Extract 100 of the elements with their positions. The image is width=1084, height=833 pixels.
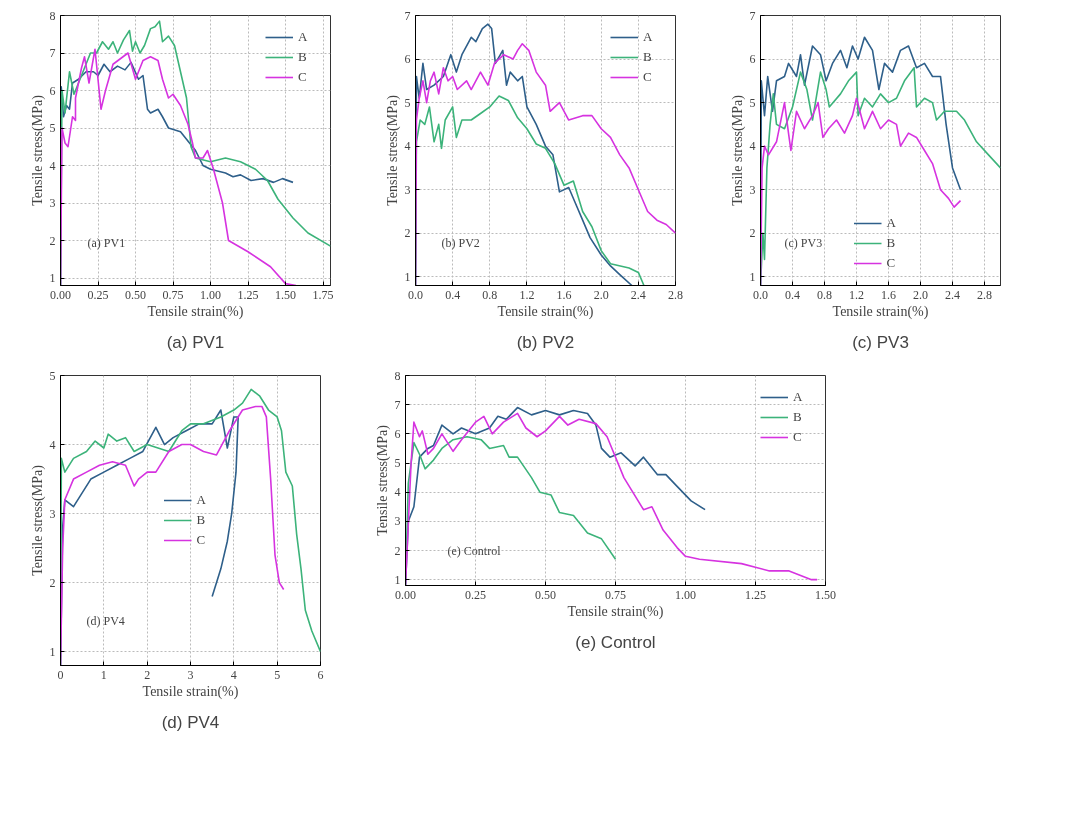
x-axis-title: Tensile strain(%) [147, 303, 244, 320]
annotation: (e) Control [447, 544, 502, 559]
y-tick-label: 2 [404, 226, 411, 241]
x-axis-title: Tensile strain(%) [832, 303, 929, 320]
text: (c) PV3 [852, 332, 909, 352]
x-tick-label: 1 [100, 667, 107, 682]
x-tick-label: 1.6 [556, 287, 572, 302]
text: (e) Control [575, 632, 656, 652]
x-axis-title: Tensile strain(%) [142, 683, 239, 700]
y-tick-label: 4 [749, 139, 756, 154]
y-tick-label: 5 [404, 95, 411, 110]
y-axis-title: Tensile stress(MPa) [384, 94, 401, 206]
x-tick-label: 2.4 [945, 287, 960, 302]
y-tick-label: 6 [394, 426, 401, 441]
annotation: (d) PV4 [86, 613, 125, 628]
annotation: (a) PV1 [87, 236, 126, 251]
x-tick-label: 0.4 [445, 287, 461, 302]
text: (b) PV2 [516, 332, 575, 352]
y-tick-label: 8 [394, 368, 401, 383]
legend-label: B [793, 409, 803, 425]
y-tick-label: 3 [49, 196, 56, 210]
y-tick-label: 8 [49, 8, 56, 23]
y-tick-label: 5 [394, 456, 401, 470]
x-axis-title: Tensile strain(%) [497, 303, 594, 320]
x-tick-label: 0.8 [817, 287, 832, 302]
legend-label: B [298, 49, 308, 65]
legend-label: C [793, 429, 803, 445]
y-tick-label: 6 [404, 52, 411, 67]
legend-label: B [886, 235, 897, 251]
x-tick-label: 0.50 [535, 587, 556, 602]
y-tick-label: 2 [749, 226, 756, 241]
legend-label: A [793, 389, 804, 405]
annotation: (c) PV3 [784, 236, 823, 251]
y-tick-label: 2 [49, 575, 56, 590]
x-tick-label: 2.0 [913, 287, 928, 302]
legend-label: C [196, 532, 207, 548]
y-tick-label: 4 [394, 485, 401, 500]
y-axis-title: Tensile stress(MPa) [29, 464, 46, 576]
y-tick-label: 6 [749, 52, 756, 67]
legend-label: C [298, 69, 308, 85]
x-tick-label: 1.75 [312, 287, 334, 302]
x-tick-label: 0.0 [753, 287, 768, 302]
x-tick-label: 1.50 [815, 587, 836, 602]
y-tick-label: 4 [404, 139, 411, 154]
y-tick-label: 4 [49, 158, 56, 173]
y-tick-label: 2 [394, 543, 401, 558]
x-tick-label: 0.25 [465, 587, 486, 602]
x-tick-label: 0.8 [482, 287, 498, 302]
text: (d) PV4 [161, 712, 220, 732]
legend-label: A [886, 215, 897, 231]
x-tick-label: 1.6 [881, 287, 896, 302]
x-tick-label: 2.8 [977, 287, 992, 302]
legend-label: A [196, 492, 207, 508]
annotation: (b) PV2 [441, 236, 480, 251]
y-tick-label: 3 [394, 514, 401, 529]
x-axis-title: Tensile strain(%) [567, 603, 664, 620]
x-tick-label: 1.25 [237, 287, 259, 302]
y-tick-label: 7 [404, 8, 411, 23]
y-tick-label: 1 [749, 269, 756, 284]
x-tick-label: 1.2 [519, 287, 535, 302]
x-tick-label: 2.4 [630, 287, 646, 302]
legend-label: C [643, 69, 653, 85]
y-tick-label: 1 [49, 271, 56, 285]
legend-label: B [643, 49, 653, 65]
x-tick-label: 0.25 [87, 287, 109, 302]
x-tick-label: 0.4 [785, 287, 800, 302]
x-tick-label: 0.00 [395, 587, 416, 602]
x-tick-label: 1.50 [275, 287, 296, 302]
x-tick-label: 0.75 [162, 287, 184, 302]
x-tick-label: 0.50 [125, 287, 146, 302]
y-tick-label: 2 [49, 233, 56, 248]
legend-label: B [196, 512, 207, 528]
legend-label: C [886, 255, 897, 271]
y-tick-label: 5 [49, 368, 56, 383]
y-axis-title: Tensile stress(MPa) [29, 94, 46, 206]
x-tick-label: 6 [317, 667, 324, 682]
x-tick-label: 2.0 [593, 287, 609, 302]
x-tick-label: 1.2 [849, 287, 864, 302]
x-tick-label: 0.00 [50, 287, 71, 302]
x-tick-label: 1.00 [200, 287, 221, 302]
x-tick-label: 0.0 [408, 287, 423, 302]
x-tick-label: 0.75 [605, 587, 626, 602]
legend-label: A [298, 29, 309, 45]
y-tick-label: 3 [404, 182, 411, 197]
y-axis-title: Tensile stress(MPa) [729, 94, 746, 206]
x-tick-label: 1.00 [675, 587, 696, 602]
x-tick-label: 3 [187, 667, 194, 682]
text: (a) PV1 [166, 332, 225, 352]
y-tick-label: 3 [749, 182, 756, 197]
y-tick-label: 1 [49, 644, 56, 659]
legend-label: A [643, 29, 654, 45]
y-tick-label: 1 [404, 269, 411, 284]
y-tick-label: 5 [49, 121, 56, 135]
y-tick-label: 7 [749, 8, 756, 23]
y-tick-label: 7 [49, 46, 56, 60]
y-tick-label: 1 [394, 572, 401, 587]
y-tick-label: 5 [749, 95, 756, 110]
x-tick-label: 5 [274, 667, 281, 682]
y-tick-label: 4 [49, 437, 56, 452]
y-axis-title: Tensile stress(MPa) [374, 424, 391, 536]
